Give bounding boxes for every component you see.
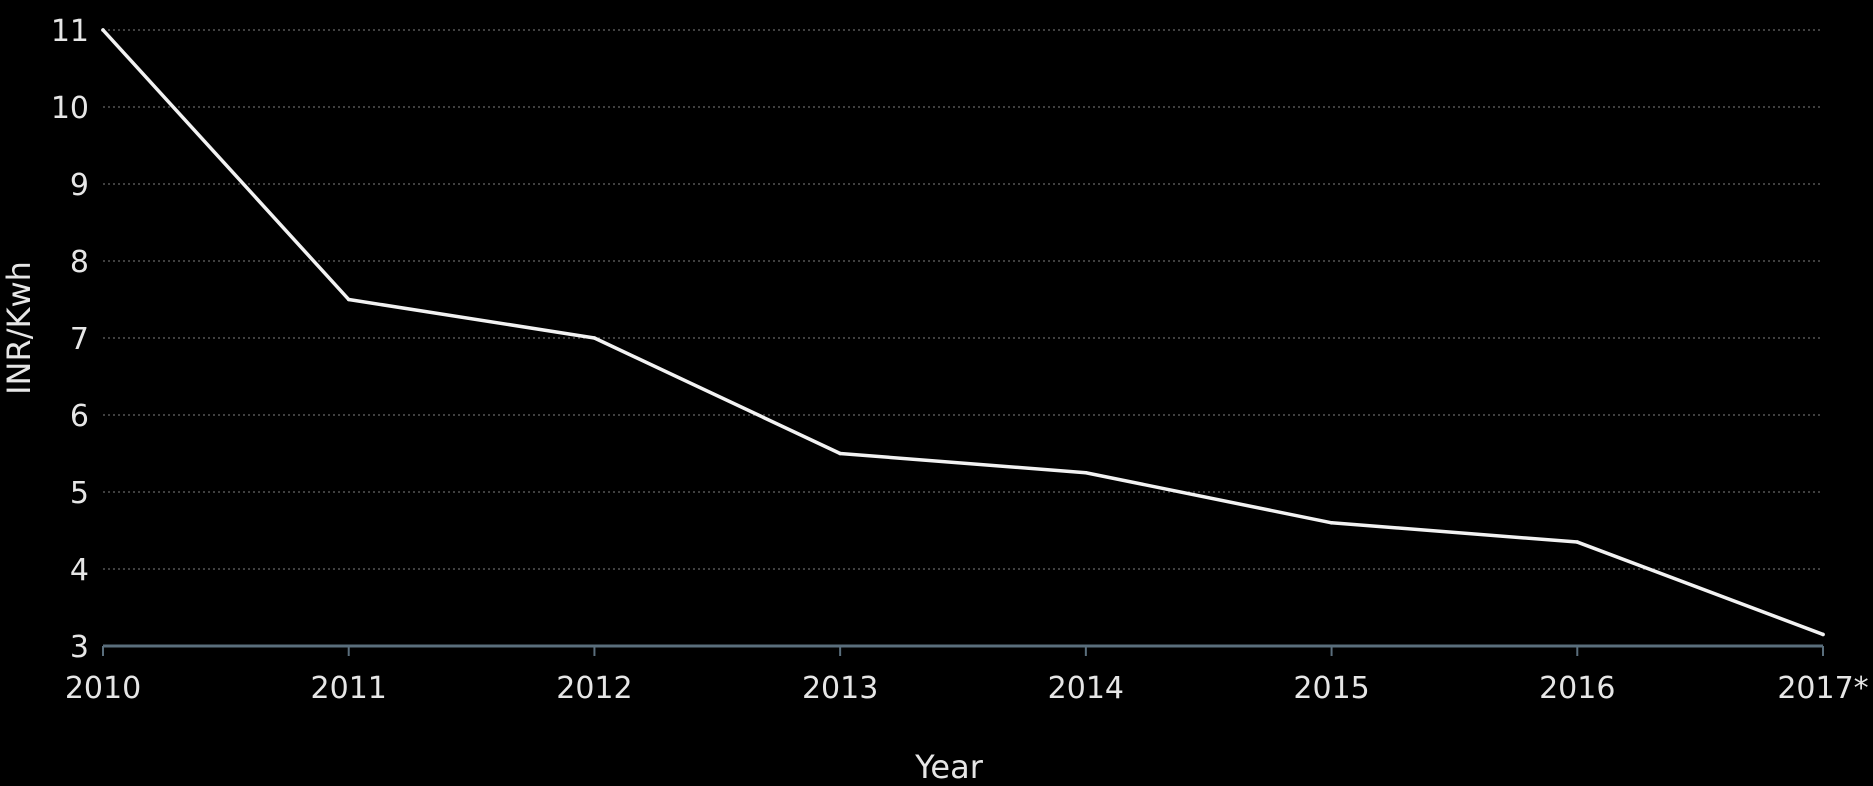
data-point-2012 <box>592 336 597 340</box>
data-point-2013 <box>838 451 842 456</box>
y-tick-label-7: 7 <box>70 322 89 357</box>
y-tick-label-10: 10 <box>51 91 89 126</box>
x-tick-label-2011: 2011 <box>311 671 387 706</box>
y-axis-title: INR/Kwh <box>0 261 38 395</box>
x-axis-title: Year <box>914 748 984 786</box>
data-point-2017* <box>1821 632 1825 637</box>
y-tick-label-6: 6 <box>70 399 89 434</box>
x-axis-ticks: 2010 2011 2012 2013 2014 2015 2016 2017* <box>65 646 1869 706</box>
y-tick-label-8: 8 <box>70 245 89 280</box>
x-tick-label-2016: 2016 <box>1539 671 1615 706</box>
series-line-0 <box>101 28 1825 637</box>
data-point-2011 <box>346 297 351 302</box>
grid-lines <box>103 29 1823 570</box>
x-tick-label-2012: 2012 <box>556 671 632 706</box>
x-tick-label-2013: 2013 <box>802 671 878 706</box>
y-tick-label-4: 4 <box>70 553 89 588</box>
x-tick-label-2014: 2014 <box>1048 671 1124 706</box>
x-tick-label-2010: 2010 <box>65 671 141 706</box>
x-tick-label-2015: 2015 <box>1293 671 1369 706</box>
y-tick-label-11: 11 <box>51 14 89 49</box>
data-point-2010 <box>101 28 105 32</box>
y-tick-label-3: 3 <box>70 630 89 665</box>
y-tick-label-5: 5 <box>70 476 89 511</box>
x-tick-label-2017*: 2017* <box>1777 671 1868 706</box>
y-tick-label-9: 9 <box>70 168 89 203</box>
data-point-2016 <box>1575 540 1580 544</box>
y-axis-ticks: 3 4 5 6 7 8 9 10 11 <box>51 14 89 665</box>
data-point-2015 <box>1329 521 1334 525</box>
series-layer <box>101 28 1825 637</box>
data-point-2014 <box>1084 470 1088 475</box>
